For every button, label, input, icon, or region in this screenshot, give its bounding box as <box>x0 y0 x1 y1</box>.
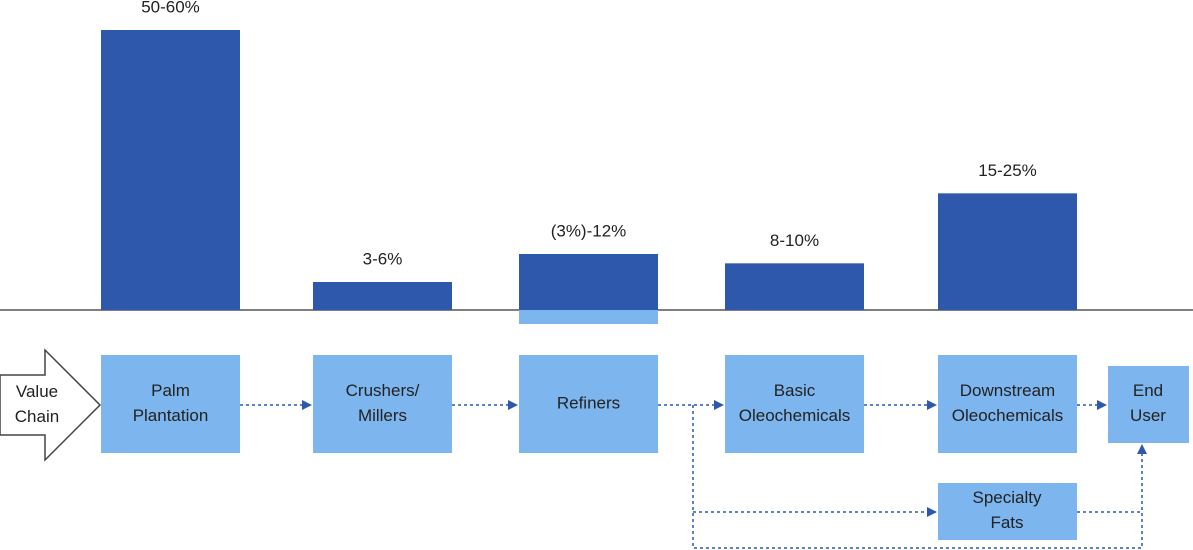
row-label: Chain <box>15 407 59 426</box>
bar <box>519 254 658 310</box>
chain-label: Basic <box>774 381 816 400</box>
chain-box <box>101 355 240 453</box>
end-label: End <box>1133 381 1163 400</box>
value-label: 3-6% <box>363 249 403 268</box>
bar <box>313 282 452 310</box>
chain-label: Millers <box>358 406 407 425</box>
row-label: Value <box>16 382 58 401</box>
value-label: 50-60% <box>141 0 200 16</box>
value-label: 8-10% <box>770 231 819 250</box>
chain-box <box>519 355 658 453</box>
chain-box <box>313 355 452 453</box>
bar <box>725 263 864 310</box>
end-box <box>1108 366 1189 443</box>
chain-label: Palm <box>151 381 190 400</box>
chain-label: Oleochemicals <box>952 406 1064 425</box>
side-label: Fats <box>990 513 1023 532</box>
bar-negative <box>519 310 658 324</box>
connectors <box>240 400 1147 549</box>
connector <box>692 405 1147 549</box>
bar <box>938 193 1077 310</box>
chain-label: Oleochemicals <box>739 406 851 425</box>
chain-box <box>725 355 864 453</box>
value-label: 15-25% <box>978 161 1037 180</box>
chain-label: Downstream <box>960 381 1055 400</box>
chain-label: Plantation <box>133 406 209 425</box>
end-label: User <box>1130 406 1166 425</box>
chain-label: Crushers/ <box>346 381 420 400</box>
chain-label: Refiners <box>557 393 620 412</box>
side-label: Specialty <box>973 488 1042 507</box>
value-label: (3%)-12% <box>551 221 627 240</box>
value-chain-arrow <box>0 348 102 462</box>
chain-box <box>938 355 1077 453</box>
side-box <box>938 483 1077 540</box>
bar <box>101 30 240 310</box>
